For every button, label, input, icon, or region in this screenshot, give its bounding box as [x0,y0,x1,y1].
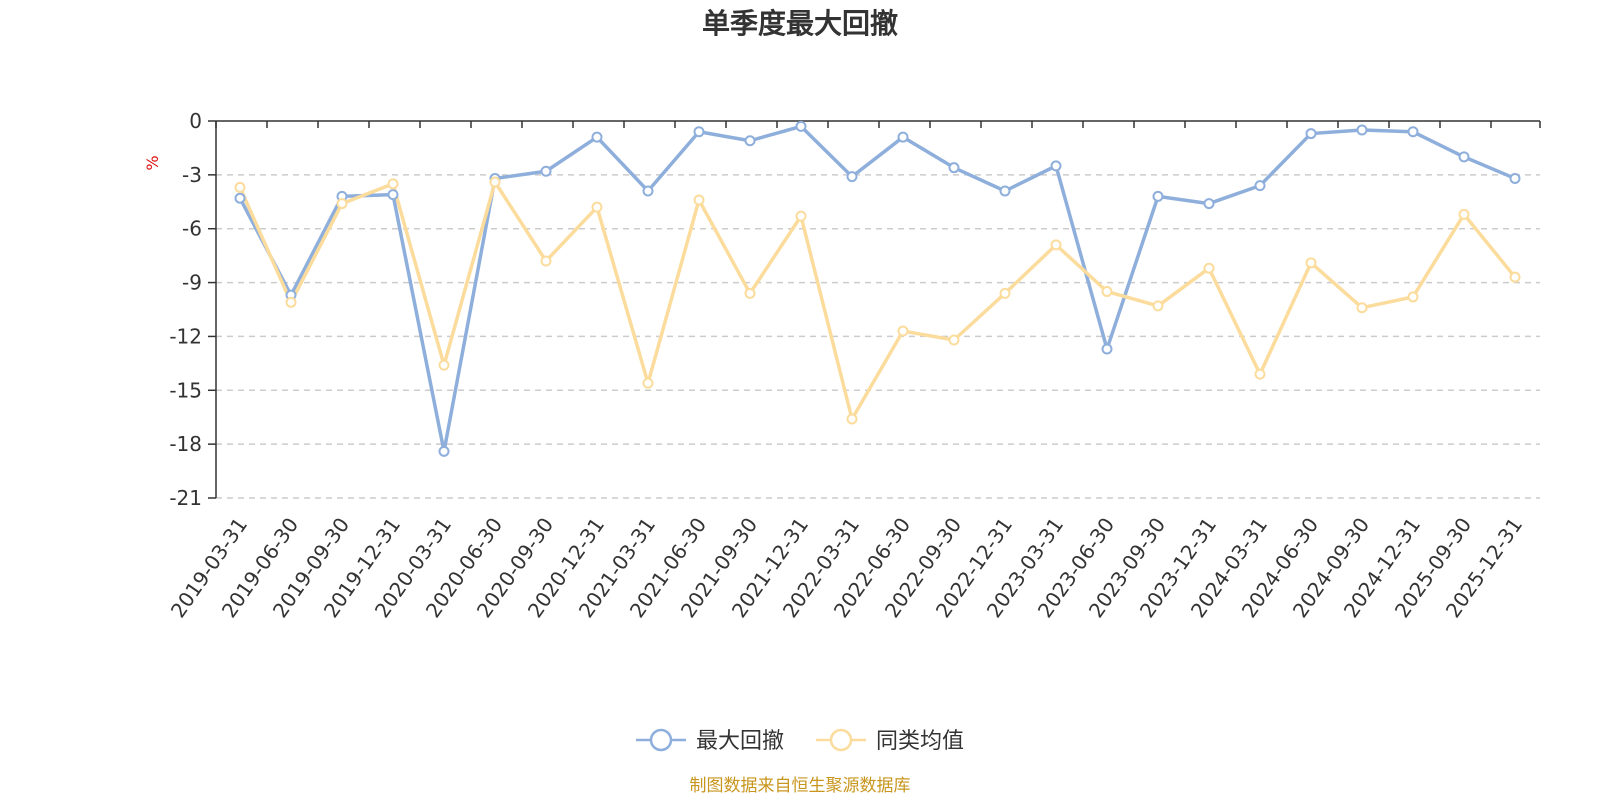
data-point[interactable] [540,165,552,177]
data-point[interactable] [642,185,654,197]
data-point[interactable] [1356,302,1368,314]
data-point[interactable] [591,131,603,143]
data-point[interactable] [1407,291,1419,303]
data-point[interactable] [1101,343,1113,355]
data-point[interactable] [795,210,807,222]
data-point[interactable] [438,359,450,371]
data-point[interactable] [489,176,501,188]
y-tick-label: -18 [169,432,202,456]
series-layer [234,120,1521,457]
data-point[interactable] [234,192,246,204]
y-axis-ticks: 0 -3 -6 -9 -12 -15 -18 -21 [169,109,216,510]
series-line [238,180,1517,421]
data-point[interactable] [387,178,399,190]
data-point[interactable] [693,194,705,206]
data-point[interactable] [1203,262,1215,274]
data-point[interactable] [1203,198,1215,210]
legend-label: 同类均值 [876,729,964,754]
data-point[interactable] [1305,128,1317,140]
data-point[interactable] [846,413,858,425]
legend: 最大回撤 同类均值 [636,728,964,754]
data-point[interactable] [744,135,756,147]
y-tick-label: -6 [182,217,202,241]
data-point[interactable] [1254,180,1266,192]
data-point[interactable] [1050,160,1062,172]
data-point[interactable] [795,120,807,132]
legend-item[interactable]: 同类均值 [816,728,964,754]
data-point[interactable] [1152,190,1164,202]
data-point[interactable] [1050,239,1062,251]
axes [215,120,1540,498]
data-point[interactable] [1458,208,1470,220]
data-point[interactable] [1458,151,1470,163]
y-tick-label: -15 [169,378,202,402]
data-point[interactable] [540,255,552,267]
data-point[interactable] [642,377,654,389]
data-point[interactable] [1509,172,1521,184]
data-point[interactable] [846,171,858,183]
data-point[interactable] [234,181,246,193]
y-tick-label: -12 [169,324,202,348]
data-point[interactable] [744,287,756,299]
data-point[interactable] [1305,257,1317,269]
data-point[interactable] [1509,271,1521,283]
data-point[interactable] [999,185,1011,197]
legend-marker [649,728,673,752]
y-tick-label: 0 [189,109,202,133]
data-point[interactable] [897,325,909,337]
data-point[interactable] [285,296,297,308]
data-point[interactable] [1101,286,1113,298]
grid-lines [216,174,1540,499]
series-line [238,124,1516,454]
data-point[interactable] [948,162,960,174]
data-point[interactable] [591,201,603,213]
legend-marker [829,728,853,752]
data-point[interactable] [438,445,450,457]
data-point[interactable] [1356,124,1368,136]
data-point[interactable] [336,198,348,210]
data-point[interactable] [897,131,909,143]
data-point[interactable] [693,126,705,138]
y-tick-label: -9 [182,271,202,295]
data-point[interactable] [999,287,1011,299]
data-point[interactable] [1152,300,1164,312]
data-point[interactable] [948,334,960,346]
data-source-note: 制图数据来自恒生聚源数据库 [690,776,911,796]
chart-title: 单季度最大回撤 [702,7,898,40]
y-axis-unit: % [143,155,162,170]
data-point[interactable] [1254,368,1266,380]
y-tick-label: -3 [182,163,202,187]
data-point[interactable] [387,189,399,201]
data-point[interactable] [1407,126,1419,138]
legend-item[interactable]: 最大回撤 [636,728,784,754]
legend-label: 最大回撤 [696,729,784,754]
y-tick-label: -21 [169,486,202,510]
